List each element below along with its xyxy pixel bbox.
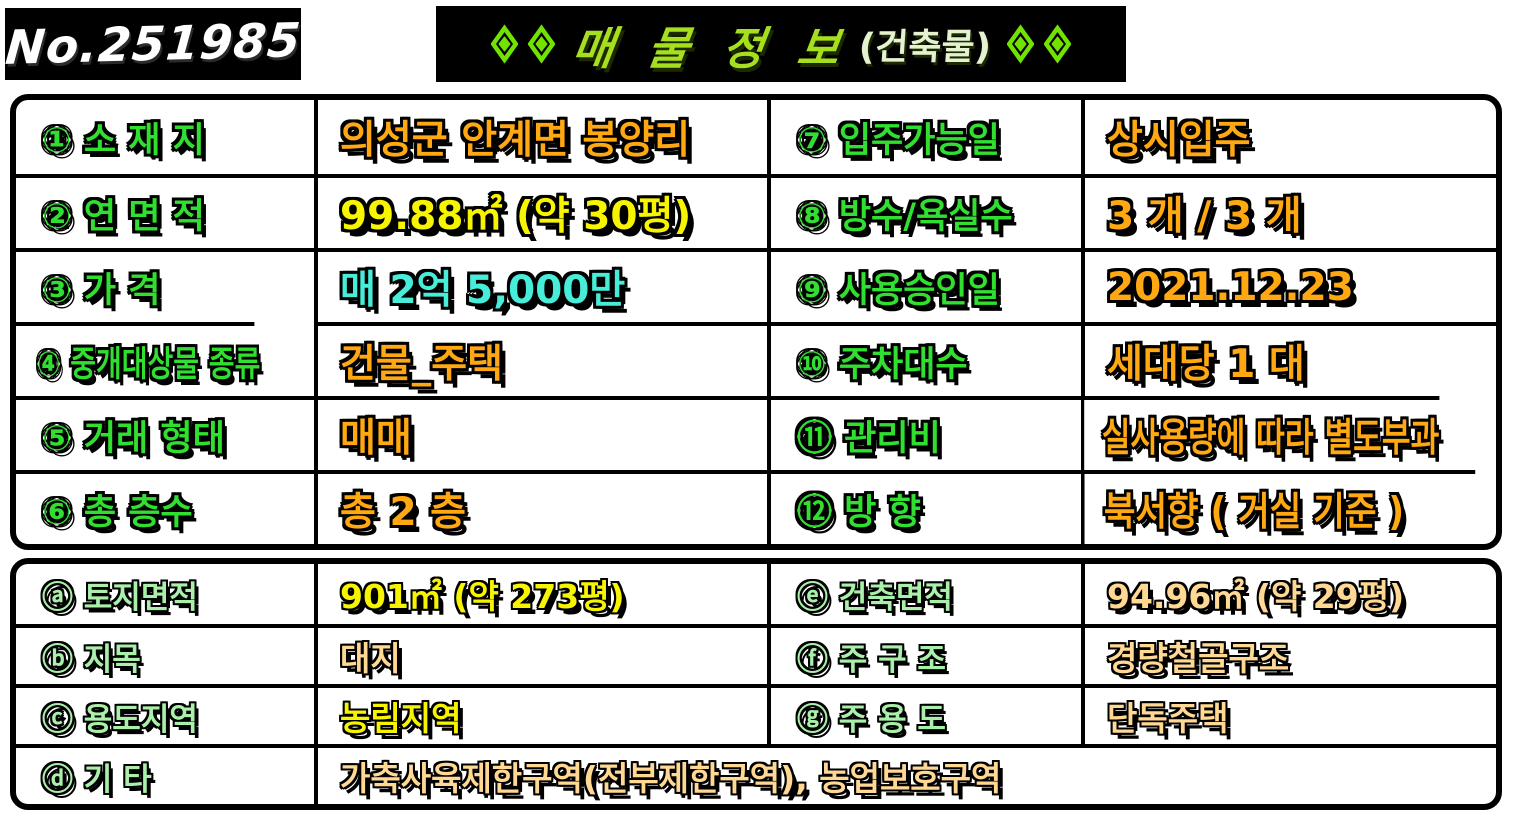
label-rooms-baths: ⑧ 방수/욕실수 — [767, 174, 1081, 248]
label-price: ③ 가 격 — [16, 248, 314, 322]
label-property-type: ④ 중개대상물 종류 — [16, 322, 260, 396]
value-location: 의성군 안계면 봉양리 — [314, 100, 767, 174]
value-maintenance-fee: 실사용량에 따라 별도부과 — [1081, 396, 1440, 470]
diamond-icon — [1043, 24, 1071, 64]
label-total-floor-area: ② 연 면 적 — [16, 174, 314, 248]
value-etc: 가축사육제한구역(전부제한구역), 농업보호구역 — [314, 744, 1496, 804]
label-main-structure: ⓕ 주 구 조 — [767, 624, 1081, 684]
diamond-icon — [528, 24, 556, 64]
value-total-floors: 총 2 층 — [314, 470, 767, 544]
diamond-icon — [491, 24, 519, 64]
page-title-box: 매 물 정 보 (건축물) — [436, 6, 1126, 82]
value-total-floor-area: 99.88㎡ (약 30평) — [314, 174, 767, 248]
value-land-category: 대지 — [314, 624, 767, 684]
label-main-use: ⓖ 주 용 도 — [767, 684, 1081, 744]
value-rooms-baths: 3 개 / 3 개 — [1081, 174, 1496, 248]
label-building-area: ⓔ 건축면적 — [767, 564, 1081, 624]
label-approval-date: ⑨ 사용승인일 — [767, 248, 1081, 322]
label-move-in-date: ⑦ 입주가능일 — [767, 100, 1081, 174]
listing-number: No.251985 — [3, 12, 303, 76]
value-zoning: 농림지역 — [314, 684, 767, 744]
label-total-floors: ⑥ 총 층수 — [16, 470, 314, 544]
value-move-in-date: 상시입주 — [1081, 100, 1496, 174]
label-land-area: ⓐ 토지면적 — [42, 579, 198, 616]
label-maintenance-fee: ⑪ 관리비 — [767, 396, 1081, 470]
building-info-table: ① 소 재 지 의성군 안계면 봉양리 ⑦ 입주가능일 상시입주 ② 연 면 적… — [10, 94, 1502, 550]
label-zoning: ⓒ 용도지역 — [16, 684, 314, 744]
listing-number-box: No.251985 — [3, 8, 303, 80]
value-direction: 북서향 ( 거실 기준 ) — [1081, 470, 1476, 544]
value-main-structure: 경량철골구조 — [1081, 624, 1496, 684]
page-title-suffix: (건축물) — [856, 27, 993, 68]
value-transaction-type: 매매 — [314, 396, 767, 470]
label-direction: ⑫ 방 향 — [767, 470, 1081, 544]
label-land-category: ⓑ 지목 — [16, 624, 314, 684]
label-parking: ⑩ 주차대수 — [767, 322, 1081, 396]
value-parking: 세대당 1 대 — [1081, 322, 1496, 396]
label-etc: ⓓ 기 타 — [16, 744, 314, 804]
label-location: ① 소 재 지 — [42, 120, 205, 161]
land-info-table: ⓐ 토지면적 901㎡ (약 273평) ⓔ 건축면적 94.96㎡ (약 29… — [10, 558, 1502, 810]
value-main-use: 단독주택 — [1081, 684, 1496, 744]
label-transaction-type: ⑤ 거래 형태 — [16, 396, 314, 470]
value-property-type: 건물_주택 — [314, 322, 767, 396]
value-approval-date: 2021.12.23 — [1081, 248, 1496, 322]
value-building-area: 94.96㎡ (약 29평) — [1081, 564, 1496, 624]
page-title: 매 물 정 보 — [568, 21, 852, 75]
value-land-area: 901㎡ (약 273평) — [314, 564, 767, 624]
value-price: 매 2억 5,000만 — [314, 248, 767, 322]
diamond-icon — [1006, 24, 1034, 64]
